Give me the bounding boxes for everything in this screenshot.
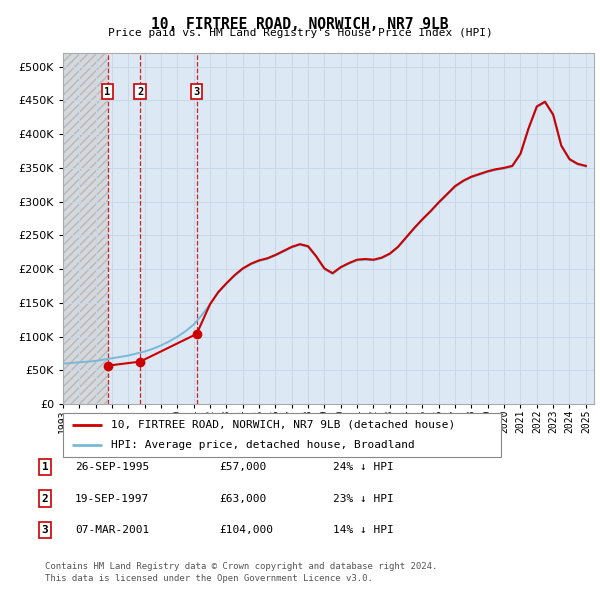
Bar	[63, 53, 107, 404]
Text: HPI: Average price, detached house, Broadland: HPI: Average price, detached house, Broa…	[111, 440, 415, 450]
Text: 19-SEP-1997: 19-SEP-1997	[75, 494, 149, 503]
Text: Price paid vs. HM Land Registry's House Price Index (HPI): Price paid vs. HM Land Registry's House …	[107, 28, 493, 38]
Text: £57,000: £57,000	[219, 463, 266, 472]
Text: £104,000: £104,000	[219, 525, 273, 535]
Text: 3: 3	[41, 525, 49, 535]
Text: £63,000: £63,000	[219, 494, 266, 503]
Text: 2: 2	[137, 87, 143, 97]
Text: 1: 1	[41, 463, 49, 472]
Text: 14% ↓ HPI: 14% ↓ HPI	[333, 525, 394, 535]
FancyBboxPatch shape	[63, 413, 501, 457]
Text: 1: 1	[104, 87, 111, 97]
Text: 3: 3	[194, 87, 200, 97]
Text: 24% ↓ HPI: 24% ↓ HPI	[333, 463, 394, 472]
Text: Contains HM Land Registry data © Crown copyright and database right 2024.: Contains HM Land Registry data © Crown c…	[45, 562, 437, 571]
Text: 26-SEP-1995: 26-SEP-1995	[75, 463, 149, 472]
Text: 23% ↓ HPI: 23% ↓ HPI	[333, 494, 394, 503]
Text: 10, FIRTREE ROAD, NORWICH, NR7 9LB: 10, FIRTREE ROAD, NORWICH, NR7 9LB	[151, 17, 449, 31]
Text: 2: 2	[41, 494, 49, 503]
Text: 10, FIRTREE ROAD, NORWICH, NR7 9LB (detached house): 10, FIRTREE ROAD, NORWICH, NR7 9LB (deta…	[111, 420, 455, 430]
Text: 07-MAR-2001: 07-MAR-2001	[75, 525, 149, 535]
Text: This data is licensed under the Open Government Licence v3.0.: This data is licensed under the Open Gov…	[45, 574, 373, 583]
